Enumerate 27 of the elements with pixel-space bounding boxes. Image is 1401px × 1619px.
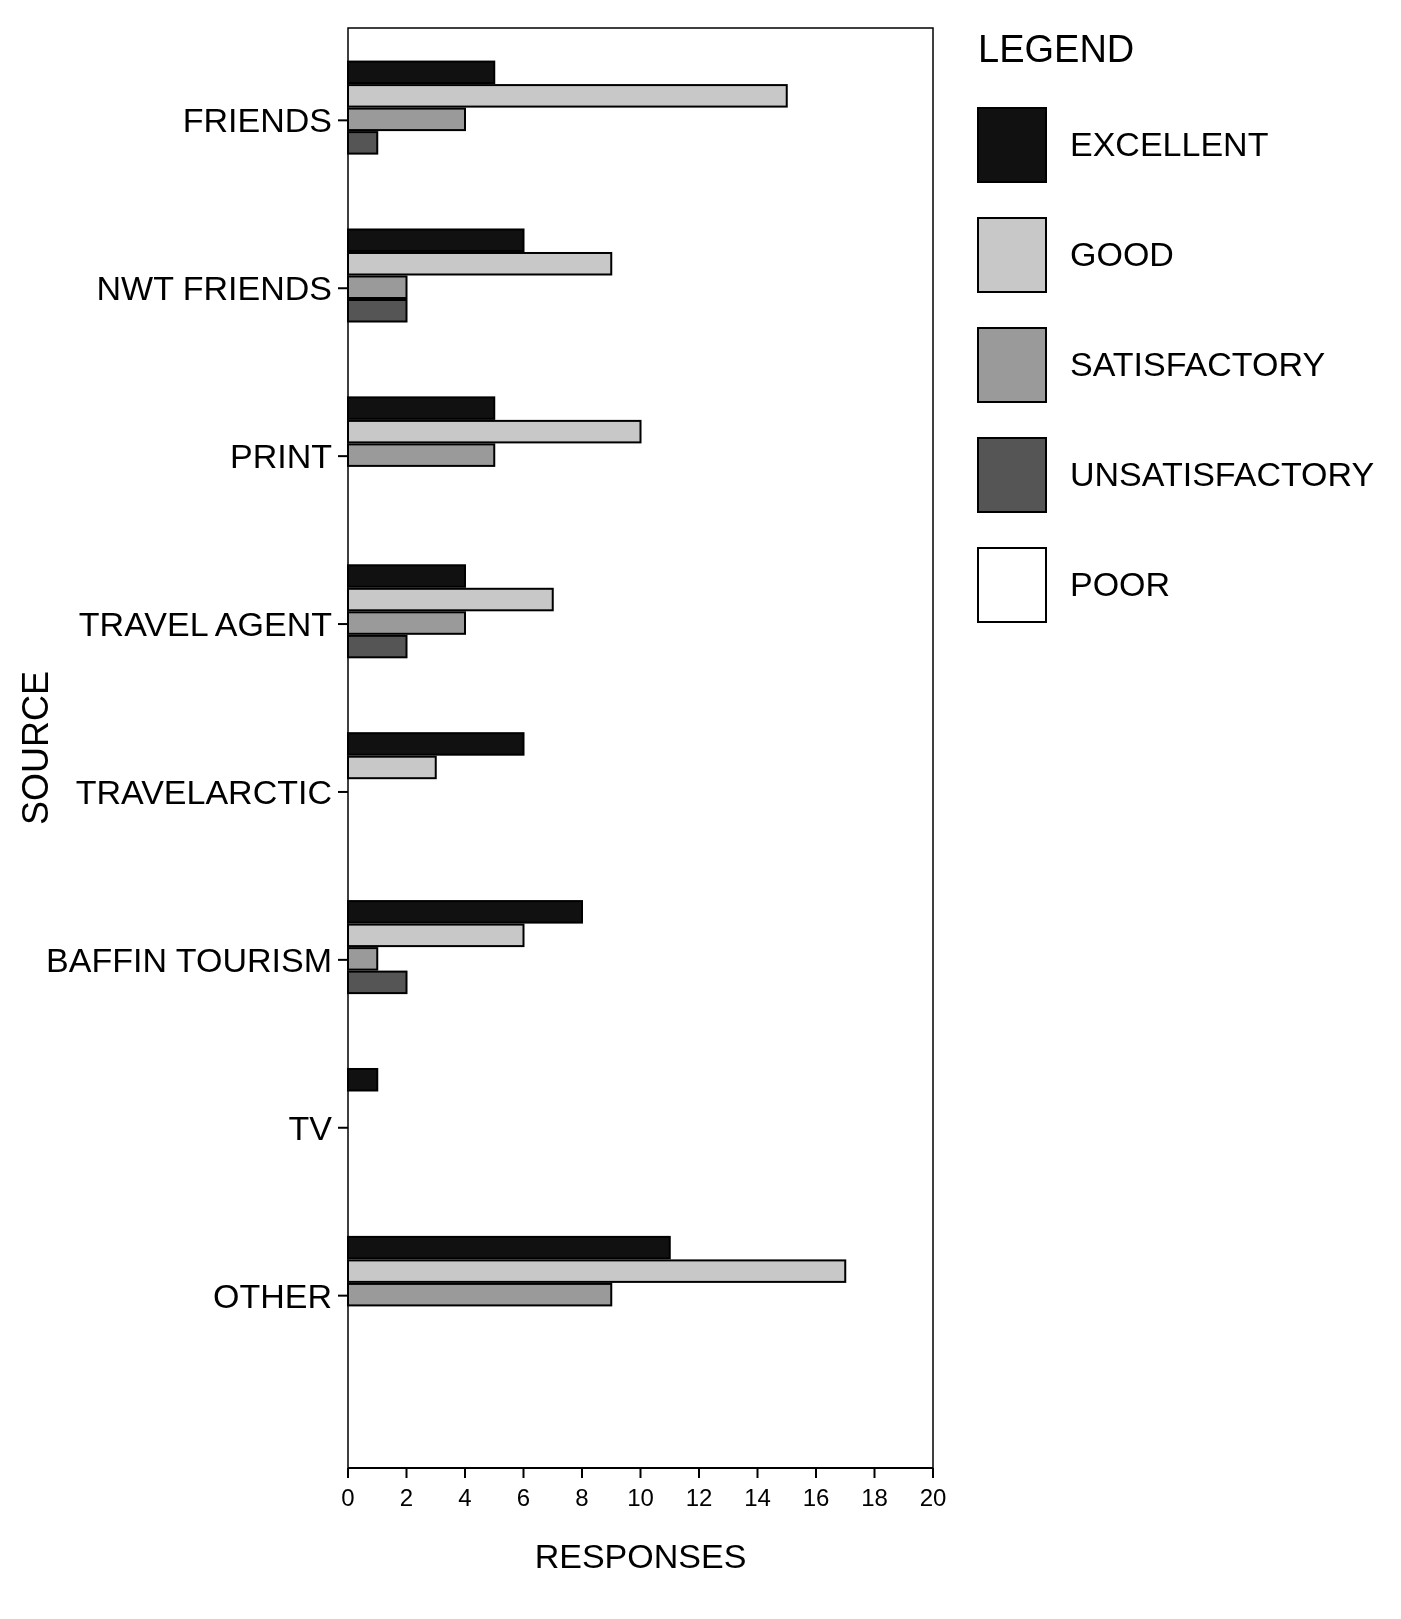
y-tick-label: BAFFIN TOURISM: [46, 940, 332, 979]
legend-title: LEGEND: [978, 28, 1135, 70]
x-tick-label: 14: [744, 1484, 771, 1511]
x-tick-label: 16: [802, 1484, 830, 1511]
x-tick-label: 6: [516, 1484, 531, 1511]
y-tick-label: TRAVELARCTIC: [75, 772, 332, 811]
legend-label: SATISFACTORY: [1070, 345, 1326, 383]
y-axis-title: SOURCE: [15, 670, 56, 826]
x-tick-label: 12: [685, 1484, 713, 1511]
x-tick-label: 20: [919, 1484, 947, 1511]
x-tick-label: 0: [341, 1484, 355, 1511]
y-tick-label: TV: [288, 1108, 333, 1147]
x-axis-title: RESPONSES: [534, 1537, 747, 1575]
x-tick-label: 18: [861, 1484, 888, 1511]
x-tick-label: 10: [627, 1484, 654, 1511]
legend-label: GOOD: [1070, 235, 1174, 273]
x-tick-label: 4: [458, 1484, 472, 1511]
y-tick-label: TRAVEL AGENT: [78, 604, 332, 643]
x-tick-label: 8: [575, 1484, 589, 1511]
y-tick-label: FRIENDS: [182, 101, 332, 140]
legend-label: UNSATISFACTORY: [1070, 455, 1375, 493]
legend-label: EXCELLENT: [1070, 125, 1269, 163]
y-tick-label: PRINT: [230, 437, 332, 476]
x-tick-label: 2: [399, 1484, 414, 1511]
legend-label: POOR: [1070, 565, 1171, 603]
y-tick-label: NWT FRIENDS: [96, 269, 332, 308]
y-tick-label: OTHER: [213, 1276, 332, 1315]
